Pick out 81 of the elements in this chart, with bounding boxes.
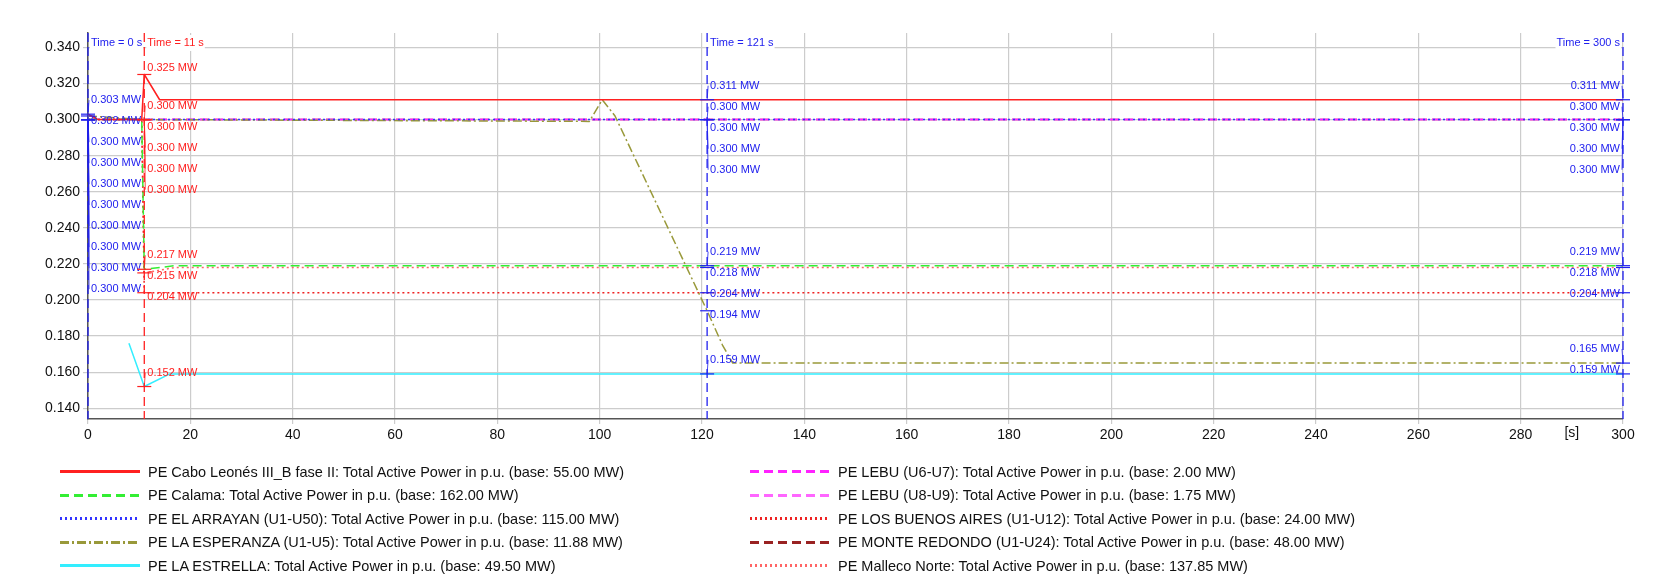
ref-line-label: Time = 121 s [710, 36, 775, 49]
legend-label: PE LA ESPERANZA (U1-U5): Total Active Power in p.u. (base: 11.88 MW) [148, 534, 623, 551]
annotation: 0.300 MW [91, 135, 142, 148]
y-tick-label: 0.140 [44, 399, 81, 416]
annotation: 0.300 MW [710, 99, 761, 112]
y-tick-label: 0.280 [44, 146, 81, 163]
x-tick-label: 80 [489, 426, 506, 443]
ref-line-label: Time = 0 s [91, 36, 143, 49]
y-tick-label: 0.180 [44, 326, 81, 343]
annotation: 0.300 MW [147, 161, 199, 174]
y-tick-label: 0.300 [44, 110, 81, 127]
ref-line-label: Time = 11 s [147, 36, 205, 49]
x-tick-label: 240 [1304, 426, 1328, 443]
annotation: 0.165 MW [1569, 342, 1621, 355]
annotation: 0.218 MW [1569, 265, 1621, 278]
annotation: 0.219 MW [710, 244, 761, 257]
annotation: 0.300 MW [710, 162, 761, 175]
legend-label: PE Calama: Total Active Power in p.u. (base: 162.00 MW) [148, 487, 519, 504]
annotation: 0.204 MW [147, 290, 199, 303]
annotation: 0.219 MW [1569, 244, 1621, 257]
annotation: 0.300 MW [147, 119, 199, 132]
y-tick-label: 0.240 [44, 218, 81, 235]
x-tick-label: 280 [1508, 426, 1533, 443]
annotation: 0.300 MW [147, 182, 199, 195]
annotation: 0.325 MW [147, 61, 199, 74]
legend-label: PE LEBU (U8-U9): Total Active Power in p.u. (base: 1.75 MW) [838, 487, 1236, 504]
x-tick-label: 60 [387, 426, 403, 443]
annotation: 0.159 MW [1569, 363, 1621, 376]
annotation: 0.300 MW [147, 140, 199, 153]
y-tick-label: 0.220 [44, 254, 81, 271]
annotation: 0.215 MW [147, 269, 199, 282]
annotation: 0.300 MW [147, 98, 199, 111]
x-tick-label: 0 [84, 426, 93, 443]
legend-label: PE LA ESTRELLA: Total Active Power in p.u. (base: 49.50 MW) [148, 557, 556, 574]
legend-label: PE LEBU (U6-U7): Total Active Power in p.u. (base: 2.00 MW) [838, 463, 1236, 480]
annotation: 0.300 MW [91, 240, 142, 253]
x-tick-label: 20 [182, 426, 199, 443]
annotation: 0.204 MW [710, 286, 761, 299]
annotation: 0.300 MW [91, 177, 142, 190]
annotation: 0.300 MW [91, 282, 142, 295]
y-tick-label: 0.340 [44, 38, 81, 55]
y-tick-label: 0.320 [44, 74, 81, 91]
legend-label: PE Cabo Leonés III_B fase II: Total Active Power in p.u. (base: 55.00 MW) [148, 463, 625, 480]
legend-label: PE Malleco Norte: Total Active Power in p.u. (base: 137.85 MW) [838, 557, 1248, 574]
annotation: 0.218 MW [710, 265, 761, 278]
legend-label: PE MONTE REDONDO (U1-U24): Total Active Power in p.u. (base: 48.00 MW) [838, 534, 1345, 551]
annotation: 0.217 MW [147, 248, 199, 261]
x-tick-label: 160 [894, 426, 919, 443]
legend-label: PE EL ARRAYAN (U1-U50): Total Active Power in p.u. (base: 115.00 MW) [148, 510, 620, 527]
y-tick-label: 0.200 [44, 290, 81, 307]
annotation: 0.194 MW [710, 307, 761, 320]
x-axis-title: [s] [1564, 423, 1580, 440]
x-tick-label: 120 [690, 426, 714, 443]
annotation: 0.300 MW [91, 261, 142, 274]
x-tick-label: 260 [1406, 426, 1431, 443]
x-tick-label: 220 [1201, 426, 1226, 443]
legend-label: PE LOS BUENOS AIRES (U1-U12): Total Active Power in p.u. (base: 24.00 MW) [838, 510, 1356, 527]
x-tick-label: 40 [284, 426, 301, 443]
x-tick-label: 180 [997, 426, 1021, 443]
annotation: 0.204 MW [1569, 286, 1621, 299]
annotation: 0.300 MW [91, 198, 142, 211]
annotation: 0.311 MW [710, 78, 761, 91]
x-tick-label: 200 [1099, 426, 1124, 443]
annotation: 0.300 MW [91, 156, 142, 169]
annotation: 0.303 MW [91, 93, 142, 106]
x-tick-label: 100 [587, 426, 612, 443]
y-tick-label: 0.160 [44, 362, 81, 379]
annotation: 0.300 MW [1569, 120, 1621, 133]
annotation: 0.300 MW [710, 120, 761, 133]
annotation: 0.152 MW [147, 365, 199, 378]
x-tick-label: 300 [1611, 426, 1635, 443]
annotation: 0.300 MW [1569, 162, 1621, 175]
annotation: 0.300 MW [91, 219, 142, 232]
annotation: 0.159 MW [710, 352, 761, 365]
annotation: 0.311 MW [1570, 78, 1621, 91]
ref-line-label: Time = 300 s [1556, 36, 1621, 49]
y-tick-label: 0.260 [44, 182, 81, 199]
x-tick-label: 140 [792, 426, 817, 443]
annotation: 0.300 MW [1569, 141, 1621, 154]
annotation: 0.300 MW [1569, 99, 1621, 112]
annotation: 0.300 MW [710, 141, 761, 154]
